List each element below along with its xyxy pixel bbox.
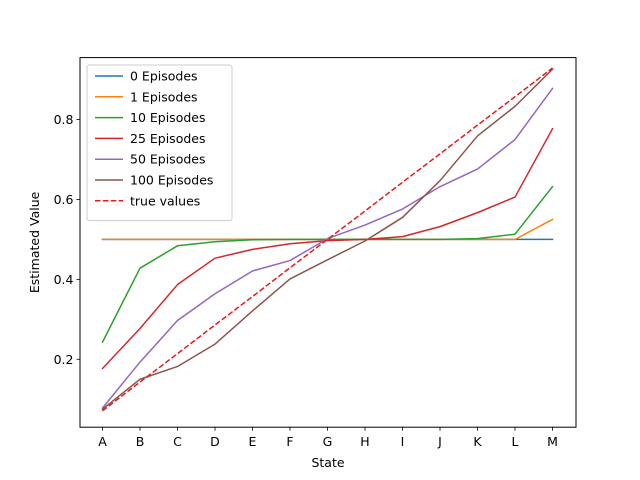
legend-label: 100 Episodes: [130, 173, 213, 188]
x-tick-label: M: [547, 434, 558, 449]
y-tick-label: 0.8: [54, 112, 74, 127]
x-tick-label: C: [173, 434, 182, 449]
plot-frame: [79, 57, 577, 428]
series-line-4: [101, 87, 554, 410]
series-line-6: [102, 67, 553, 412]
x-tick-label: K: [473, 434, 482, 449]
y-tick-label: 0.4: [54, 272, 74, 287]
x-axis: A B C D E F G H I J K L M: [98, 427, 558, 449]
x-tick-label: A: [98, 434, 107, 449]
legend: 0 Episodes 1 Episodes 10 Episodes 25 Episod…: [86, 64, 233, 222]
legend-label: 0 Episodes: [130, 69, 198, 84]
x-tick-label: J: [437, 434, 442, 449]
legend-box: [86, 64, 233, 222]
y-tick-label: 0.6: [54, 192, 74, 207]
x-tick-label: E: [249, 434, 257, 449]
x-tick-label: B: [136, 434, 145, 449]
series-line-5: [101, 68, 554, 411]
x-tick-label: H: [360, 434, 369, 449]
y-axis: 0.2 0.4 0.6 0.8: [54, 112, 80, 367]
x-tick-label: D: [210, 434, 220, 449]
x-axis-label: State: [311, 455, 344, 470]
y-axis-label: Estimated Value: [27, 191, 42, 293]
x-tick-label: G: [323, 434, 333, 449]
legend-label: 25 Episodes: [130, 131, 205, 146]
x-tick-label: I: [401, 434, 405, 449]
legend-label: 10 Episodes: [130, 110, 205, 125]
x-tick-label: F: [286, 434, 293, 449]
x-tick-label: L: [512, 434, 519, 449]
y-tick-label: 0.2: [54, 352, 74, 367]
series-line-3: [101, 127, 554, 370]
series-layer: [101, 67, 554, 412]
legend-label: 1 Episodes: [130, 89, 198, 104]
legend-label: true values: [130, 193, 200, 208]
legend-label: 50 Episodes: [130, 152, 205, 167]
